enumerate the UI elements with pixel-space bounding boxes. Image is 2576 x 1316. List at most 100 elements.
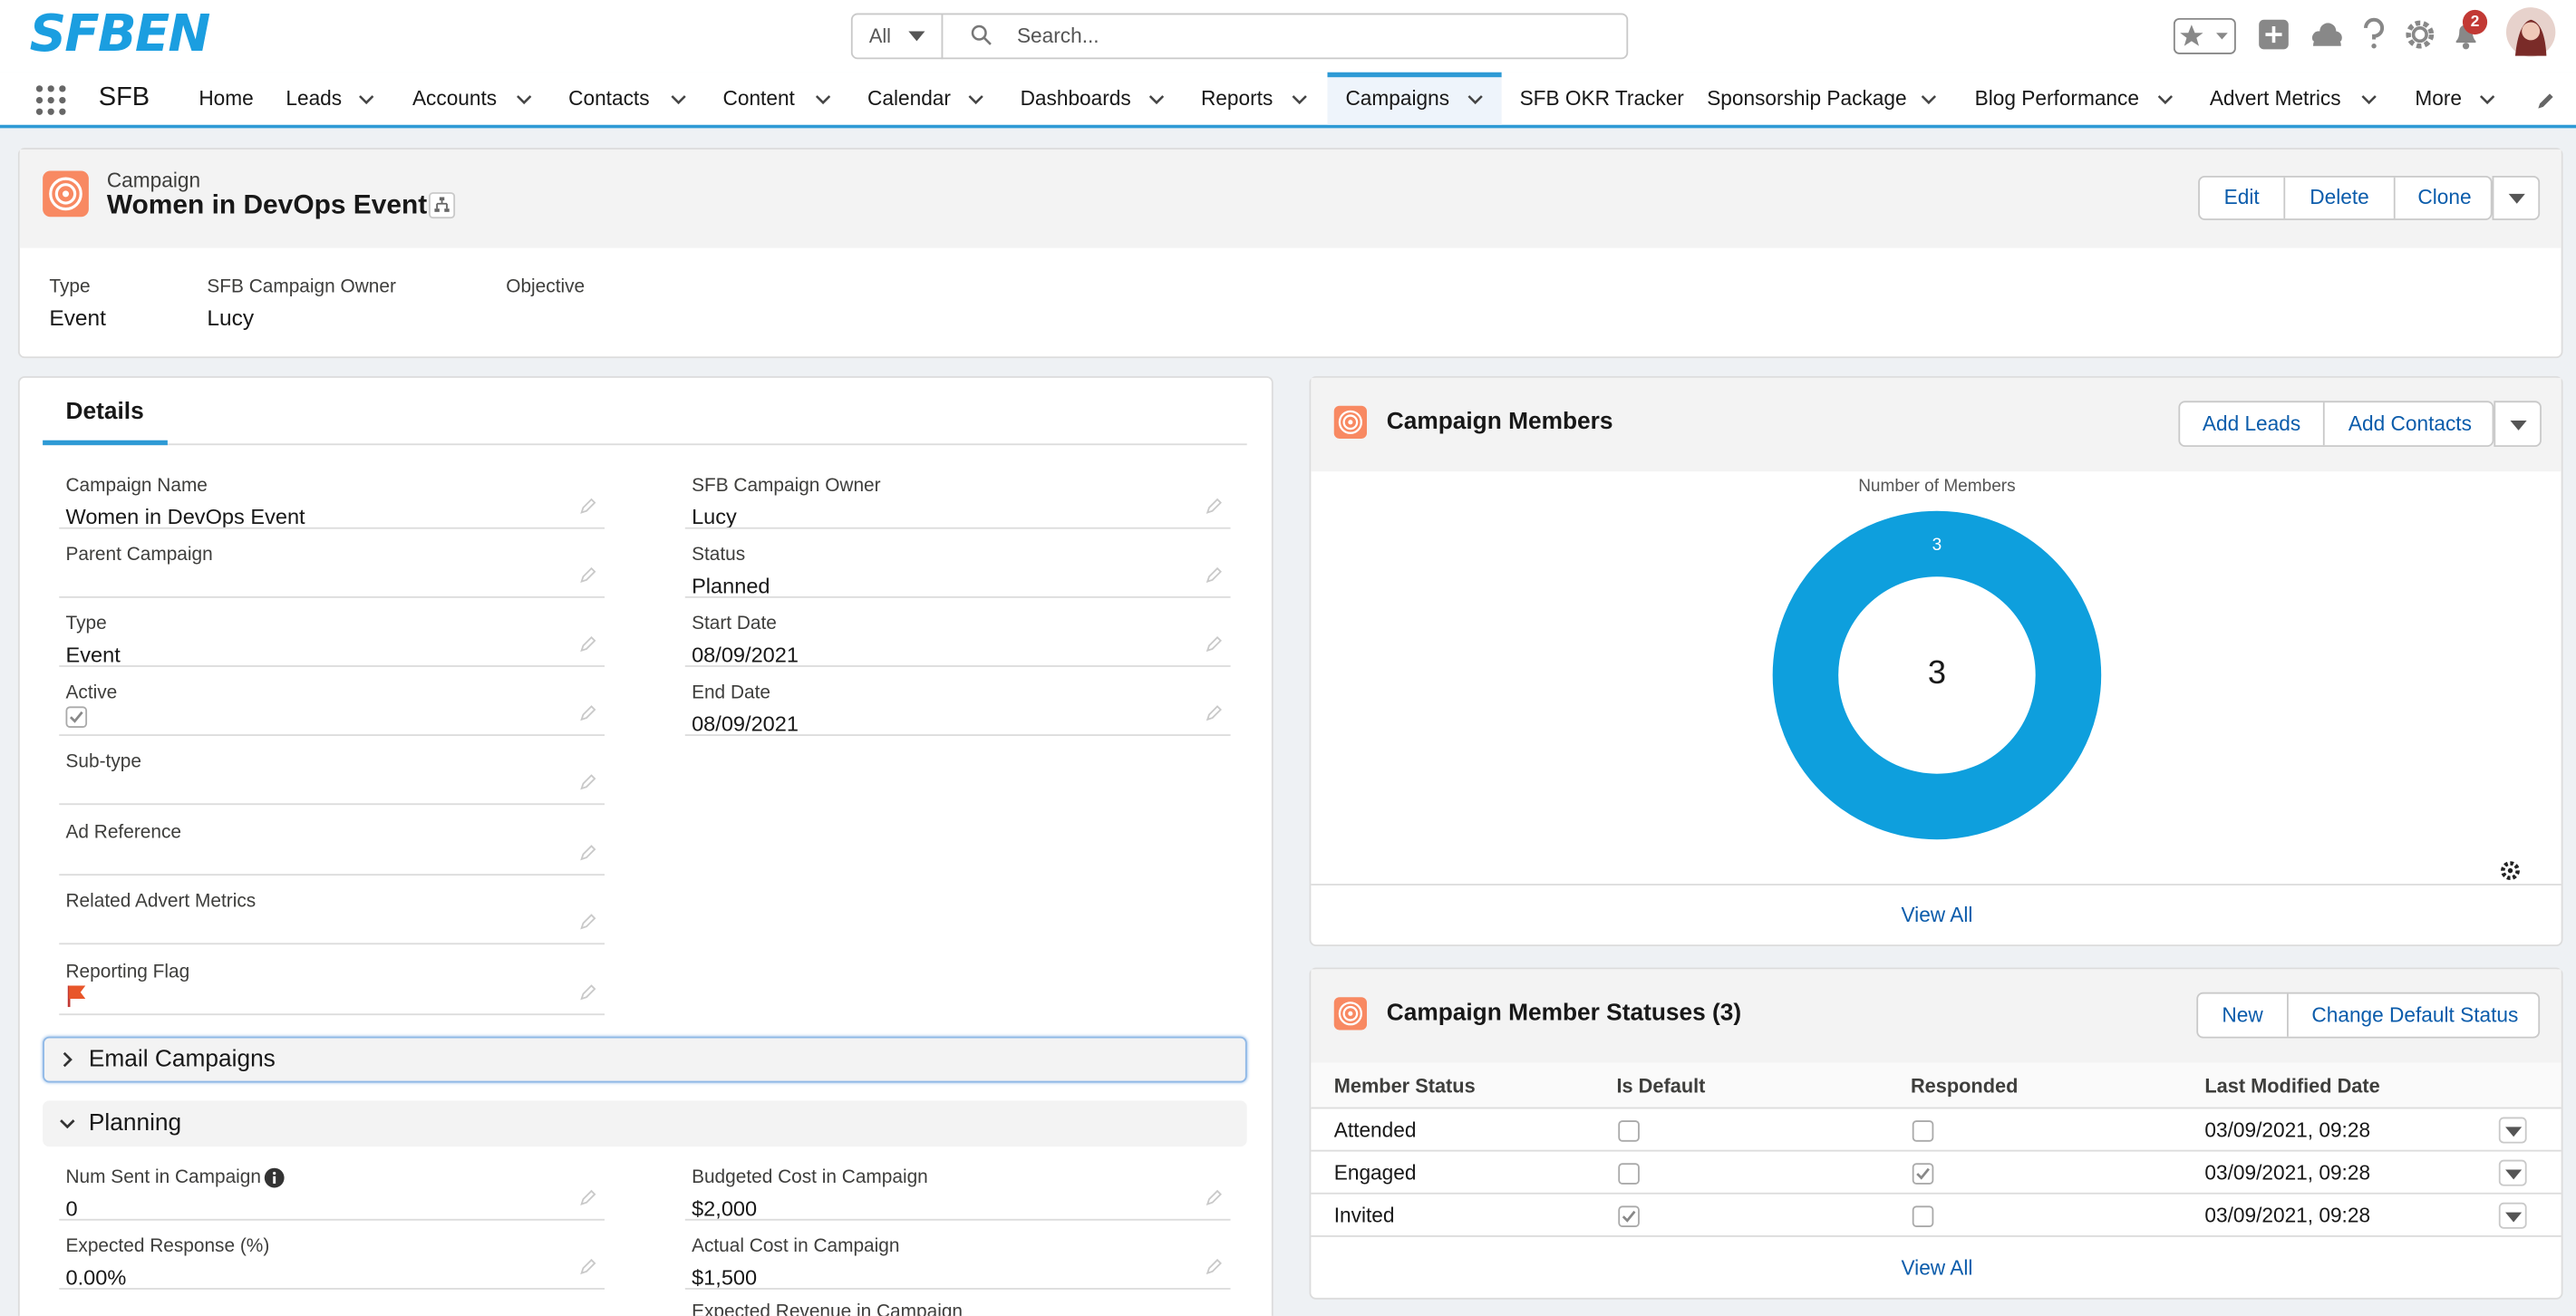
icon-part	[2479, 95, 2495, 105]
chevron-down[interactable]	[2477, 93, 2497, 107]
section-header[interactable]	[43, 1100, 1247, 1147]
field-label: End Date	[692, 683, 770, 703]
button[interactable]: Change Default Status	[2287, 993, 2542, 1037]
edit-pencil[interactable]	[1206, 1189, 1222, 1205]
edit-pencil[interactable]	[580, 845, 596, 861]
edit-pencil[interactable]	[580, 705, 596, 721]
nav-item[interactable]: Reports	[1200, 87, 1273, 111]
nav-item[interactable]: Campaigns	[1345, 87, 1450, 111]
view-all-link[interactable]: View All	[1901, 1256, 1973, 1280]
icon-part	[2538, 93, 2553, 109]
edit-pencil[interactable]	[1206, 635, 1222, 653]
chevron-down[interactable]	[1290, 93, 1310, 107]
icon-part	[983, 36, 992, 45]
nav-item[interactable]: Sponsorship Package	[1707, 87, 1907, 111]
icon-part	[273, 1176, 276, 1184]
icon-part	[54, 183, 77, 205]
icon-part	[47, 108, 54, 115]
edit-pencil[interactable]	[1206, 498, 1222, 514]
edit-pencil[interactable]	[580, 984, 596, 1001]
icon-part	[35, 96, 44, 104]
search-scope[interactable]	[850, 13, 944, 60]
nav-item[interactable]: Content	[722, 87, 795, 111]
details-card	[17, 376, 1273, 1316]
chevron-down[interactable]	[669, 93, 689, 107]
card-divider	[1311, 884, 2561, 885]
nav-item[interactable]: More	[2415, 87, 2463, 111]
edit-pencil[interactable]	[1206, 566, 1222, 584]
nav-item[interactable]: Advert Metrics	[2209, 87, 2341, 111]
edit-nav[interactable]	[2537, 91, 2557, 111]
edit-pencil[interactable]	[580, 1189, 596, 1205]
avatar[interactable]	[2505, 6, 2556, 57]
global-add[interactable]	[2259, 19, 2289, 50]
icon-part	[35, 108, 44, 115]
chevron-down[interactable]	[514, 93, 534, 107]
chevron-down[interactable]	[1919, 93, 1939, 107]
edit-pencil[interactable]	[580, 774, 596, 790]
edit-pencil[interactable]	[580, 566, 596, 584]
app-name: SFB	[98, 83, 150, 112]
icon-part	[1618, 1163, 1640, 1185]
segment-label: 3	[1932, 536, 1942, 555]
view-all-link[interactable]: View All	[1901, 903, 1973, 927]
edit-pencil[interactable]	[580, 914, 596, 930]
icon-part	[1912, 1205, 1934, 1227]
icon-part	[434, 208, 440, 212]
help[interactable]	[2362, 17, 2385, 50]
details-tab[interactable]: Details	[65, 399, 144, 426]
app-launcher[interactable]	[34, 83, 67, 116]
search-input[interactable]	[941, 13, 1629, 60]
icon-part	[63, 1051, 73, 1068]
setup[interactable]	[2406, 20, 2436, 50]
nav-item[interactable]: Contacts	[568, 87, 650, 111]
chevron-down[interactable]	[1466, 93, 1486, 107]
chevron-down[interactable]	[356, 93, 376, 107]
field-label: SFB Campaign Owner	[692, 476, 881, 497]
field-label: Campaign Name	[65, 476, 208, 497]
icon-part	[580, 845, 596, 861]
nav-item[interactable]: Calendar	[867, 87, 951, 111]
edit-pencil[interactable]	[580, 635, 596, 653]
chevron-down[interactable]	[2155, 93, 2175, 107]
nav-item[interactable]: Dashboards	[1020, 87, 1131, 111]
icon-part	[580, 914, 596, 930]
button[interactable]: Clone	[2393, 177, 2494, 219]
checkbox	[65, 706, 88, 728]
nav-item[interactable]: Home	[199, 87, 254, 111]
trailhead[interactable]	[2310, 20, 2344, 50]
cell-text: Engaged	[1333, 1161, 1417, 1185]
chevron-down[interactable]	[966, 93, 986, 107]
favorites[interactable]	[2173, 17, 2236, 54]
highlight-value: Event	[49, 305, 106, 331]
icon-part	[1348, 1011, 1353, 1016]
object-label: Campaign	[106, 169, 201, 193]
field-value: Planned	[692, 573, 770, 598]
chevron-down[interactable]	[813, 93, 833, 107]
section-title: Planning	[88, 1110, 182, 1137]
section-title: Email Campaigns	[88, 1046, 276, 1073]
button[interactable]: Edit	[2223, 185, 2260, 209]
icon-part	[1338, 1002, 1362, 1026]
nav-item[interactable]: Leads	[286, 87, 343, 111]
edit-pencil[interactable]	[1206, 1258, 1222, 1275]
nav-item[interactable]: Blog Performance	[1974, 87, 2139, 111]
button[interactable]: Delete	[2283, 177, 2393, 219]
button[interactable]: Add Leads	[2202, 411, 2301, 436]
icon-part	[1206, 498, 1222, 514]
nav-item[interactable]: SFB OKR Tracker	[1519, 87, 1684, 111]
button[interactable]: New	[2222, 1003, 2263, 1027]
button[interactable]: Add Contacts	[2322, 402, 2495, 446]
chevron-down[interactable]	[2359, 93, 2379, 107]
donut-segment[interactable]	[1772, 510, 2102, 840]
section-header[interactable]	[43, 1036, 1247, 1083]
icon-part	[2157, 95, 2174, 105]
edit-pencil[interactable]	[580, 498, 596, 514]
chevron-down[interactable]	[1147, 93, 1167, 107]
edit-pencil[interactable]	[580, 1258, 596, 1275]
edit-pencil[interactable]	[1206, 705, 1222, 721]
nav-item[interactable]: Accounts	[412, 87, 498, 111]
chart-settings[interactable]	[2501, 861, 2521, 881]
hierarchy-button[interactable]	[429, 192, 456, 219]
